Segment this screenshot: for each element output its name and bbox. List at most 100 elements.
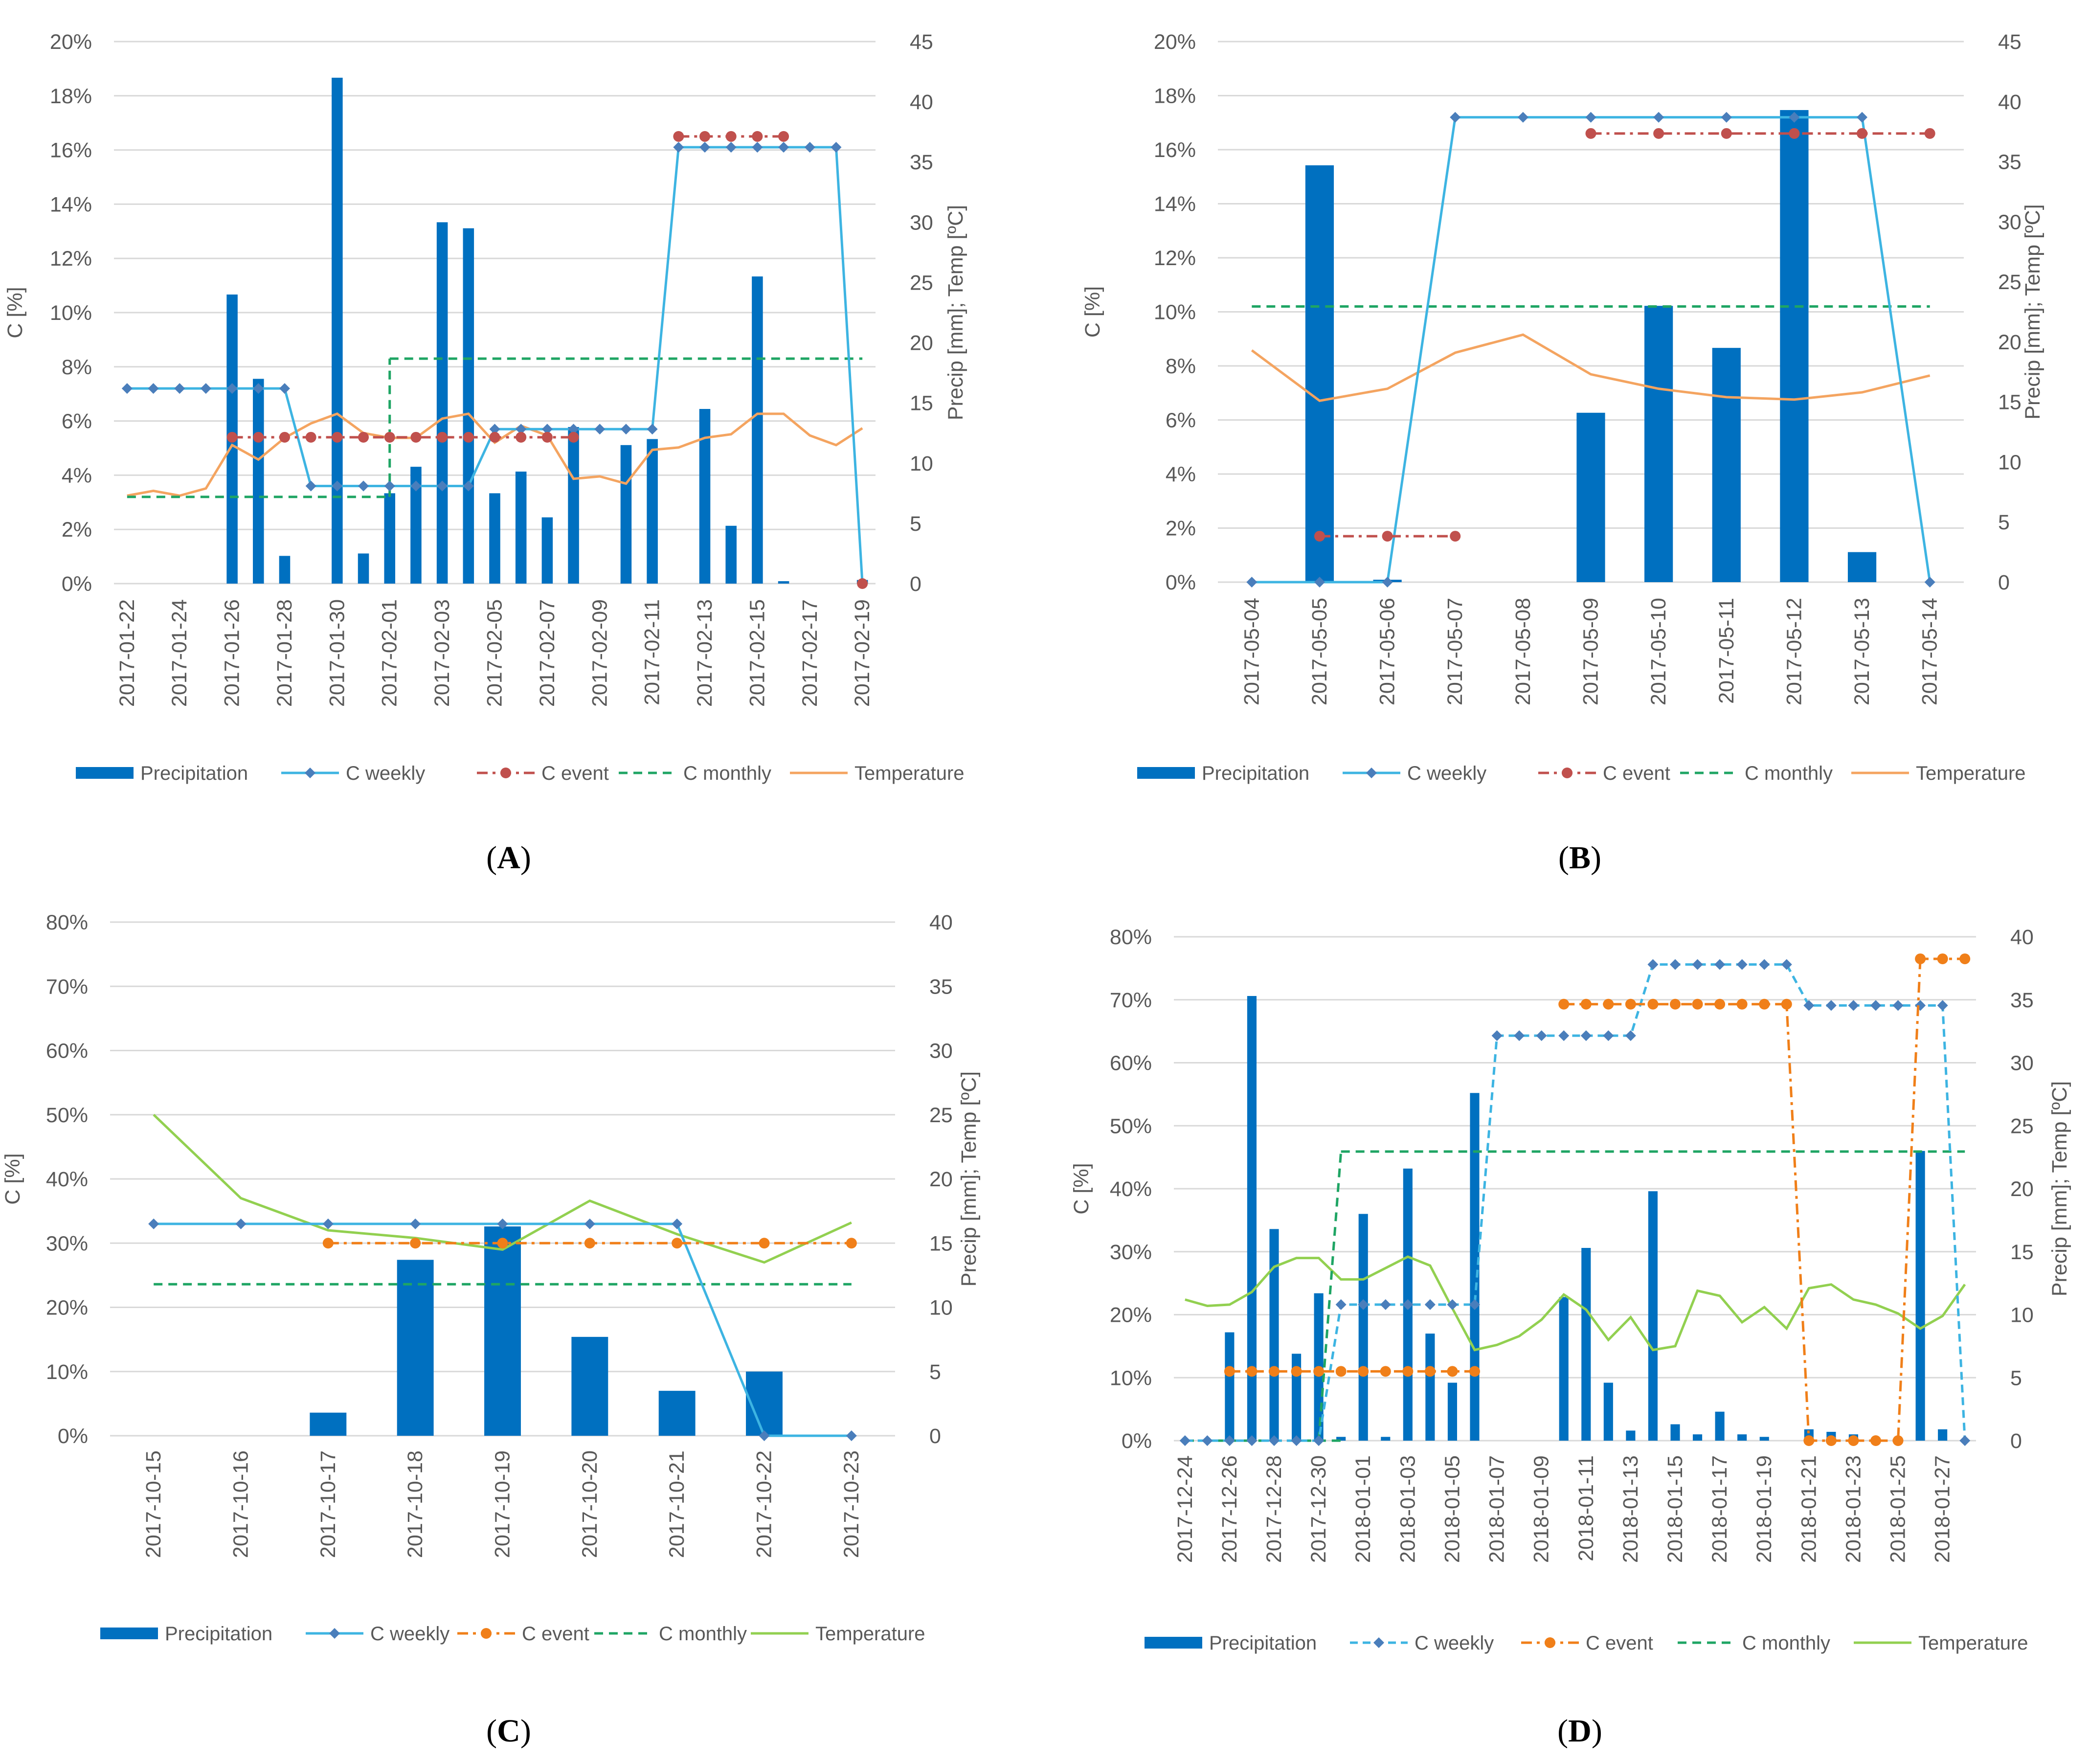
x-tick-label: 2018-01-25 xyxy=(1887,1455,1910,1563)
legend-label-temperature: Temperature xyxy=(854,763,965,784)
precipitation-bar xyxy=(1576,412,1605,582)
y-right-tick-label: 40 xyxy=(1998,90,2022,114)
y-left-tick-label: 4% xyxy=(62,464,92,487)
precipitation-bar xyxy=(279,556,291,584)
c-weekly-marker xyxy=(620,424,631,435)
y-left-tick-label: 70% xyxy=(46,975,88,998)
c-weekly-marker xyxy=(752,142,763,153)
c-weekly-marker xyxy=(1202,1435,1213,1446)
c-weekly-marker xyxy=(804,142,815,153)
y-right-tick-label: 25 xyxy=(910,271,933,294)
x-tick-label: 2017-05-12 xyxy=(1782,598,1806,705)
y-left-tick-label: 2% xyxy=(1166,517,1196,541)
y-right-tick-label: 30 xyxy=(1998,210,2022,234)
x-tick-label: 2017-05-10 xyxy=(1647,598,1670,705)
y-left-tick-label: 6% xyxy=(62,410,92,433)
c-event-marker xyxy=(384,431,395,443)
c-weekly-marker xyxy=(1857,112,1868,123)
c-weekly-marker xyxy=(846,1430,857,1441)
x-tick-label: 2017-01-22 xyxy=(115,599,139,707)
x-tick-label: 2017-01-24 xyxy=(168,599,191,707)
c-event-marker xyxy=(322,1238,334,1249)
y-left-tick-label: 16% xyxy=(50,139,92,162)
c-weekly-marker xyxy=(322,1218,334,1229)
c-weekly-marker xyxy=(759,1430,770,1441)
legend-label-precipitation: Precipitation xyxy=(1209,1632,1317,1654)
y-left-tick-label: 60% xyxy=(1110,1052,1152,1075)
legend-label-precipitation: Precipitation xyxy=(1202,763,1309,784)
panel-label: (C) xyxy=(486,1713,531,1749)
c-event-marker xyxy=(725,131,737,142)
c-weekly-marker xyxy=(1514,1030,1525,1041)
legend-swatch-precipitation xyxy=(1137,767,1195,779)
precipitation-bar xyxy=(410,467,422,584)
x-tick-label: 2017-02-01 xyxy=(378,599,402,707)
y-left-tick-label: 14% xyxy=(50,193,92,216)
y-left-tick-label: 14% xyxy=(1154,193,1196,216)
chart-b: 0% 2% 4% 6% 8% 10% 12% 14% 16% 18% 20% 0 5 10 15 20 25 30… xyxy=(1081,30,2044,876)
x-tick-label: 2018-01-09 xyxy=(1530,1455,1553,1563)
c-event-marker xyxy=(1670,998,1681,1010)
y-right-tick-label: 25 xyxy=(1998,271,2022,294)
y-right-tick-label: 5 xyxy=(2010,1366,2022,1390)
y-left-tick-label: 20% xyxy=(46,1296,88,1320)
c-event-marker xyxy=(1825,1435,1837,1446)
c-monthly-line xyxy=(1317,1151,1343,1441)
x-tick-label: 2017-02-17 xyxy=(798,599,822,707)
c-weekly-marker xyxy=(541,424,553,435)
y-right-tick-label: 30 xyxy=(910,211,933,234)
precipitation-bar xyxy=(358,553,369,584)
precipitation-bar xyxy=(310,1412,347,1436)
c-event-marker xyxy=(1447,1366,1458,1377)
y-left-tick-label: 20% xyxy=(50,30,92,54)
x-tick-label: 2017-10-15 xyxy=(142,1450,165,1558)
c-weekly-marker xyxy=(1335,1299,1347,1310)
y-left-tick-label: 10% xyxy=(46,1360,88,1384)
y-right-tick-label: 40 xyxy=(910,90,933,114)
c-weekly-marker xyxy=(1517,112,1528,123)
precipitation-bar xyxy=(1581,1248,1591,1441)
x-tick-label: 2018-01-15 xyxy=(1663,1455,1687,1563)
x-tick-label: 2017-05-04 xyxy=(1240,598,1263,705)
x-tick-label: 2018-01-07 xyxy=(1485,1455,1509,1563)
legend-swatch-precipitation xyxy=(1145,1637,1202,1649)
precipitation-bar xyxy=(778,581,789,584)
precipitation-bar xyxy=(1715,1411,1725,1441)
y-right-tick-label: 10 xyxy=(929,1296,953,1320)
c-event-marker xyxy=(759,1238,770,1249)
precipitation-bar xyxy=(658,1391,696,1436)
c-event-marker xyxy=(1313,1366,1325,1377)
y-right-tick-label: 15 xyxy=(929,1232,953,1255)
c-weekly-marker xyxy=(1892,1000,1904,1011)
c-weekly-marker xyxy=(1915,1000,1926,1011)
legend-label-c-event: C event xyxy=(1603,763,1670,784)
y-left-tick-label: 18% xyxy=(1154,85,1196,108)
c-event-marker xyxy=(1580,998,1592,1010)
y-left-tick-label: 60% xyxy=(46,1040,88,1063)
y-right-tick-label: 20 xyxy=(1998,331,2022,354)
chart-d: 0% 10% 20% 30% 40% 50% 60% 70% 80% 0 5 10 15 20 25 30 35… xyxy=(1070,926,2071,1749)
y-left-tick-label: 20% xyxy=(1154,30,1196,54)
y-right-axis-title: Precip [mm]; Temp [ºC] xyxy=(2021,204,2044,419)
y-left-tick-label: 70% xyxy=(1110,989,1152,1012)
c-event-marker xyxy=(1380,1366,1391,1377)
y-right-tick-label: 0 xyxy=(929,1425,941,1448)
panel-label: (B) xyxy=(1558,840,1601,876)
y-left-tick-label: 40% xyxy=(1110,1177,1152,1201)
c-weekly-marker xyxy=(1382,577,1393,588)
y-right-axis-title: Precip [mm]; Temp [ºC] xyxy=(957,1071,981,1287)
c-event-marker xyxy=(1937,953,1948,965)
legend-marker-c-weekly xyxy=(329,1628,340,1639)
c-weekly-marker xyxy=(148,1218,159,1229)
c-event-marker xyxy=(497,1238,508,1249)
legend-label-c-weekly: C weekly xyxy=(1415,1632,1494,1654)
x-tick-label: 2017-01-26 xyxy=(221,599,244,707)
y-right-tick-label: 35 xyxy=(1998,151,2022,174)
y-right-tick-label: 35 xyxy=(2010,989,2034,1012)
y-left-tick-label: 20% xyxy=(1110,1304,1152,1327)
c-weekly-marker xyxy=(1870,1000,1881,1011)
y-right-tick-label: 35 xyxy=(929,975,953,998)
c-weekly-marker xyxy=(1580,1030,1592,1041)
c-weekly-marker xyxy=(1789,112,1800,123)
precipitation-bar xyxy=(699,408,711,584)
